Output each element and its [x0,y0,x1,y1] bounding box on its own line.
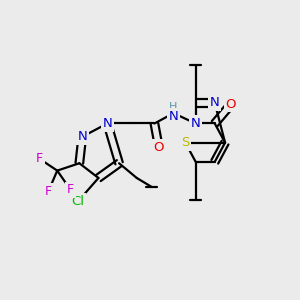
Text: N: N [169,110,178,123]
Text: F: F [36,152,43,165]
Text: N: N [77,130,87,143]
Text: S: S [181,136,190,149]
Text: H: H [169,102,178,112]
Text: N: N [210,96,220,110]
Text: Cl: Cl [71,195,84,208]
Text: O: O [226,98,236,111]
Text: N: N [102,117,112,130]
Text: F: F [67,183,74,196]
Text: N: N [191,117,200,130]
Text: F: F [45,185,52,198]
Text: O: O [154,141,164,154]
